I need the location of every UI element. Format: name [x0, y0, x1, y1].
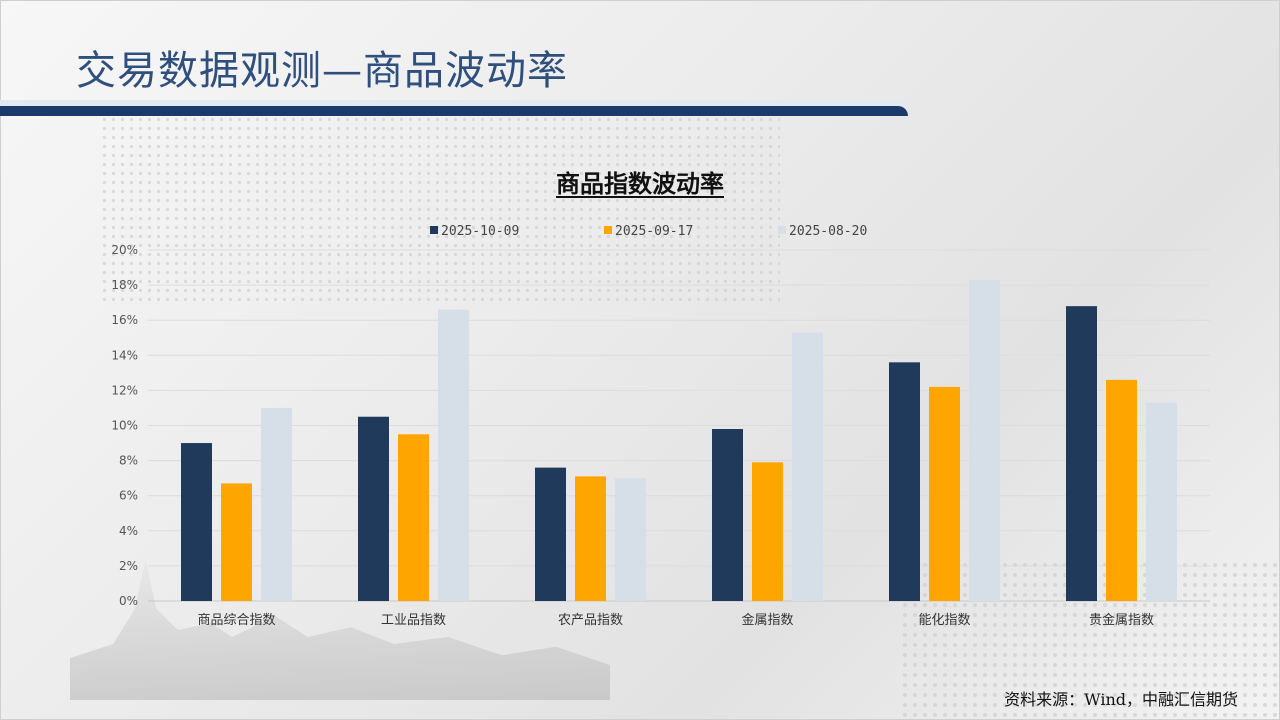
y-tick-label: 20% [111, 243, 138, 257]
world-map-dots-decoration [100, 115, 780, 305]
bar [535, 467, 566, 601]
bar [792, 332, 823, 601]
legend-label: 2025-10-09 [441, 224, 519, 239]
bar [575, 476, 606, 601]
bar [438, 309, 469, 601]
x-tick-label: 农产品指数 [558, 613, 623, 628]
source-note: 资料来源：Wind，中融汇信期货 [1004, 690, 1238, 709]
legend-label: 2025-08-20 [789, 224, 867, 239]
y-tick-label: 12% [111, 383, 138, 397]
bar [929, 386, 960, 601]
y-tick-label: 16% [111, 313, 138, 327]
y-tick-label: 0% [119, 594, 138, 608]
legend-swatch [430, 226, 438, 234]
bar [181, 443, 212, 601]
bar [398, 434, 429, 601]
y-tick-label: 6% [119, 489, 138, 503]
slide-title: 交易数据观测—商品波动率 [76, 48, 568, 94]
x-tick-label: 工业品指数 [381, 613, 446, 628]
bar [221, 483, 252, 601]
bar [358, 416, 389, 601]
legend-label: 2025-09-17 [615, 224, 693, 239]
bar [1066, 306, 1097, 601]
y-tick-label: 4% [119, 524, 138, 538]
legend-swatch [604, 226, 612, 234]
x-tick-label: 金属指数 [741, 612, 793, 628]
bar [889, 362, 920, 601]
y-tick-label: 2% [119, 559, 138, 573]
title-underline-light [0, 100, 910, 106]
x-tick-label: 商品综合指数 [197, 613, 275, 628]
bar [712, 429, 743, 601]
y-tick-label: 8% [119, 454, 138, 468]
x-tick-label: 能化指数 [918, 613, 970, 628]
title-underline-bar [0, 106, 908, 116]
y-tick-label: 18% [111, 278, 138, 292]
y-tick-label: 10% [111, 419, 138, 433]
x-tick-label: 贵金属指数 [1089, 612, 1154, 628]
bar [615, 478, 646, 601]
y-tick-label: 14% [111, 348, 138, 362]
bar [261, 407, 292, 601]
bar [752, 462, 783, 601]
bar [969, 279, 1000, 601]
legend-swatch [778, 226, 786, 234]
bar [1106, 379, 1137, 601]
bar [1146, 402, 1177, 601]
